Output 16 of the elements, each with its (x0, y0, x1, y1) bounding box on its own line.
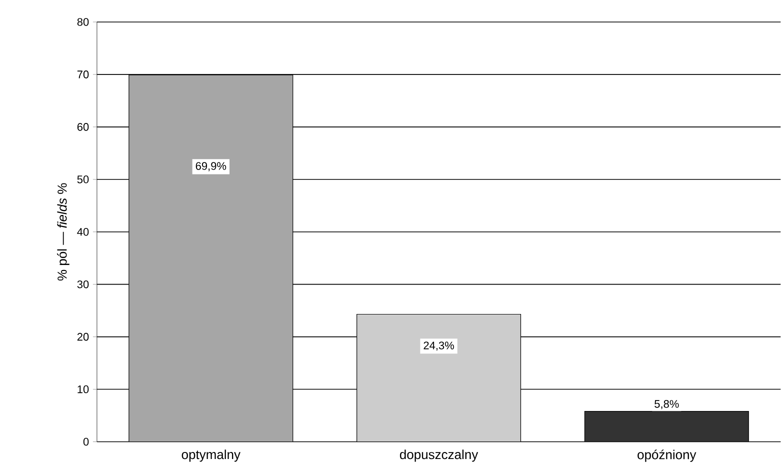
x-tick-label: dopuszczalny (400, 450, 478, 462)
data-label: 24,3% (424, 342, 454, 351)
y-tick-label: 20 (77, 333, 89, 341)
data-label: 5,8% (654, 400, 679, 410)
y-tick-label: 80 (77, 18, 89, 26)
y-tick-label: 70 (77, 70, 89, 78)
y-tick-label: 30 (77, 280, 89, 288)
y-tick-label: 0 (83, 438, 89, 446)
y-axis-title: % pól — fields % (57, 183, 70, 281)
y-tick-label: 50 (77, 176, 89, 184)
y-tick-label: 40 (77, 228, 89, 236)
data-label: 69,9% (196, 162, 226, 172)
x-tick-label: opóźniony (638, 450, 696, 462)
y-tick-label: 60 (77, 123, 89, 131)
y-tick-label: 10 (78, 386, 89, 394)
x-tick-label: optymalny (182, 450, 240, 462)
